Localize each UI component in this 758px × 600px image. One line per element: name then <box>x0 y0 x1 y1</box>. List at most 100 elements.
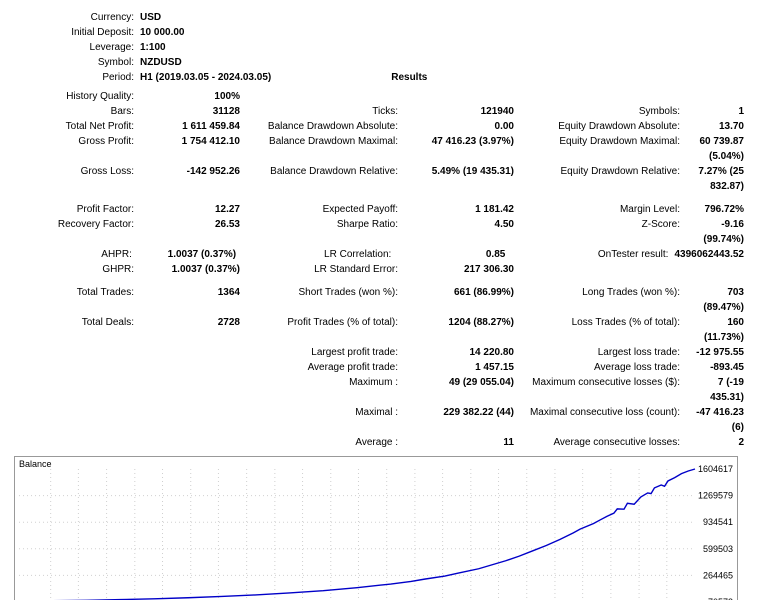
stat-label: Average consecutive losses: <box>520 435 686 450</box>
stats-row: History Quality:100% <box>14 89 744 104</box>
stat-label: Largest profit trade: <box>246 345 404 360</box>
stat-label: Symbols: <box>520 104 686 119</box>
chart-svg: -705732644655995039345411269579160461706… <box>15 457 737 600</box>
stat-value: 121940 <box>404 104 520 119</box>
stat-label <box>14 360 140 375</box>
stat-label: Maximum : <box>246 375 404 405</box>
stat-value: 7.27% (25 832.87) <box>686 164 744 194</box>
stats-row: Profit Factor:12.27Expected Payoff:1 181… <box>14 202 744 217</box>
stats-row: Maximum :49 (29 055.04)Maximum consecuti… <box>14 375 744 405</box>
stats-row: Recovery Factor:26.53Sharpe Ratio:4.50Z-… <box>14 217 744 247</box>
stat-label: Gross Profit: <box>14 134 140 164</box>
stat-value: 47 416.23 (3.97%) <box>404 134 520 164</box>
stats-row: Total Net Profit:1 611 459.84Balance Dra… <box>14 119 744 134</box>
stat-value <box>140 405 246 435</box>
stat-value: 160 (11.73%) <box>686 315 744 345</box>
stat-label: Recovery Factor: <box>14 217 140 247</box>
stat-value <box>686 262 744 277</box>
stat-label: Maximal : <box>246 405 404 435</box>
stat-label: Largest loss trade: <box>520 345 686 360</box>
stat-label: LR Standard Error: <box>246 262 404 277</box>
stat-label: Total Net Profit: <box>14 119 140 134</box>
stat-value: 100% <box>140 89 246 104</box>
initial-deposit-value: 10 000.00 <box>140 25 224 40</box>
stats-row: Bars:31128Ticks:121940Symbols:1 <box>14 104 744 119</box>
stat-value <box>140 360 246 375</box>
stat-label: Total Deals: <box>14 315 140 345</box>
stat-value: 31128 <box>140 104 246 119</box>
currency-label: Currency: <box>14 10 140 25</box>
svg-text:599503: 599503 <box>703 544 733 554</box>
stat-value: 1.0037 (0.37%) <box>140 262 246 277</box>
stat-value <box>140 375 246 405</box>
stat-label: Equity Drawdown Maximal: <box>520 134 686 164</box>
stat-label <box>520 262 686 277</box>
stat-label: Total Trades: <box>14 285 140 315</box>
stat-label: Equity Drawdown Relative: <box>520 164 686 194</box>
currency-value: USD <box>140 10 224 25</box>
stat-label: Margin Level: <box>520 202 686 217</box>
leverage-label: Leverage: <box>14 40 140 55</box>
stat-label <box>14 345 140 360</box>
stat-value: -12 975.55 <box>686 345 744 360</box>
svg-text:934541: 934541 <box>703 517 733 527</box>
stat-value: 49 (29 055.04) <box>404 375 520 405</box>
stat-value: 0.85 <box>397 247 511 262</box>
stat-label: Average loss trade: <box>520 360 686 375</box>
stat-label: Balance Drawdown Maximal: <box>246 134 404 164</box>
stats-grid: History Quality:100%Bars:31128Ticks:1219… <box>14 89 744 450</box>
stat-label <box>14 435 140 450</box>
stat-value: 217 306.30 <box>404 262 520 277</box>
results-title: Results <box>391 70 427 85</box>
stat-label: Z-Score: <box>520 217 686 247</box>
stat-value: 7 (-19 435.31) <box>686 375 744 405</box>
stat-value: 796.72% <box>686 202 744 217</box>
stat-value <box>140 345 246 360</box>
stat-label: Gross Loss: <box>14 164 140 194</box>
leverage-value: 1:100 <box>140 40 224 55</box>
stats-row: GHPR:1.0037 (0.37%)LR Standard Error:217… <box>14 262 744 277</box>
stats-row: Total Deals:2728Profit Trades (% of tota… <box>14 315 744 345</box>
stat-label: Profit Factor: <box>14 202 140 217</box>
stat-label: Loss Trades (% of total): <box>520 315 686 345</box>
stat-value: -142 952.26 <box>140 164 246 194</box>
stat-value: 229 382.22 (44) <box>404 405 520 435</box>
stat-label <box>520 89 686 104</box>
stat-label: Balance Drawdown Absolute: <box>246 119 404 134</box>
stat-value: 14 220.80 <box>404 345 520 360</box>
stats-row: Largest profit trade:14 220.80Largest lo… <box>14 345 744 360</box>
stat-label: LR Correlation: <box>242 247 397 262</box>
stat-value: 60 739.87 (5.04%) <box>686 134 744 164</box>
stat-value: 1 181.42 <box>404 202 520 217</box>
stat-label: GHPR: <box>14 262 140 277</box>
stat-value: 1.0037 (0.37%) <box>138 247 242 262</box>
stat-value <box>404 89 520 104</box>
stats-row: Gross Profit:1 754 412.10Balance Drawdow… <box>14 134 744 164</box>
stat-label: Sharpe Ratio: <box>246 217 404 247</box>
stat-value: 0.00 <box>404 119 520 134</box>
stat-label: OnTester result: <box>511 247 674 262</box>
stat-label: Equity Drawdown Absolute: <box>520 119 686 134</box>
stat-label: Balance Drawdown Relative: <box>246 164 404 194</box>
stat-value <box>140 435 246 450</box>
stat-label: Bars: <box>14 104 140 119</box>
balance-chart: Balance -7057326446559950393454112695791… <box>14 456 738 600</box>
stat-value: 1 754 412.10 <box>140 134 246 164</box>
stat-label: History Quality: <box>14 89 140 104</box>
stat-label <box>14 375 140 405</box>
stat-value: 1364 <box>140 285 246 315</box>
stat-value: 1204 (88.27%) <box>404 315 520 345</box>
stat-value: -893.45 <box>686 360 744 375</box>
stats-row: Maximal :229 382.22 (44)Maximal consecut… <box>14 405 744 435</box>
stat-label <box>246 89 404 104</box>
svg-text:1604617: 1604617 <box>698 464 733 474</box>
stats-row: Total Trades:1364Short Trades (won %):66… <box>14 285 744 315</box>
stat-label: Average profit trade: <box>246 360 404 375</box>
svg-text:1269579: 1269579 <box>698 491 733 501</box>
stat-value: 1 457.15 <box>404 360 520 375</box>
stat-value: 703 (89.47%) <box>686 285 744 315</box>
stat-value: 5.49% (19 435.31) <box>404 164 520 194</box>
stat-label: Maximal consecutive loss (count): <box>520 405 686 435</box>
stats-row: AHPR:1.0037 (0.37%)LR Correlation:0.85On… <box>14 247 744 262</box>
stat-value: 4.50 <box>404 217 520 247</box>
